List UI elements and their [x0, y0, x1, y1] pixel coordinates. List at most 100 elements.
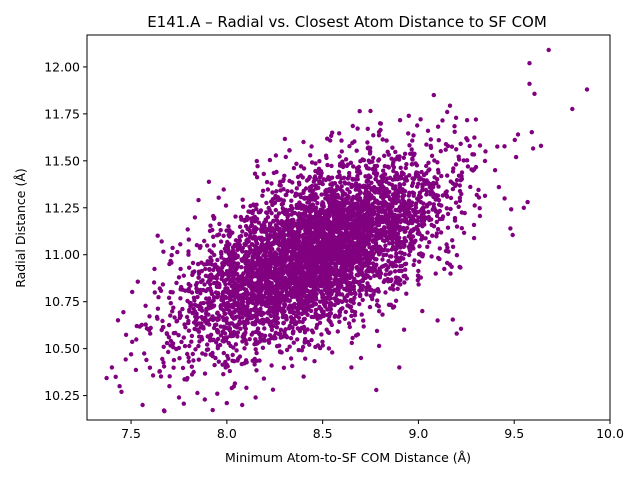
data-point	[390, 163, 395, 168]
data-point	[477, 206, 482, 211]
data-point	[230, 278, 236, 283]
data-point	[259, 278, 264, 283]
data-point	[221, 372, 226, 377]
data-point	[445, 143, 451, 149]
data-point	[392, 245, 398, 250]
data-point	[242, 217, 247, 222]
data-point	[416, 251, 422, 257]
data-point	[357, 261, 362, 266]
data-point	[401, 256, 406, 261]
data-point	[134, 337, 139, 342]
data-point	[162, 409, 167, 414]
data-point	[461, 158, 466, 163]
data-point	[401, 274, 406, 279]
data-point	[278, 280, 283, 285]
data-point	[353, 248, 358, 254]
data-point	[291, 290, 296, 295]
data-point	[377, 182, 382, 187]
data-point	[364, 189, 369, 194]
data-point	[215, 295, 220, 300]
data-point	[362, 228, 367, 233]
data-point	[255, 164, 260, 169]
data-point	[370, 186, 375, 191]
data-point	[208, 255, 213, 260]
data-point	[215, 265, 220, 270]
data-point	[364, 262, 369, 268]
data-point	[299, 263, 304, 268]
data-point	[176, 345, 182, 351]
data-point	[436, 138, 441, 143]
data-point	[283, 327, 288, 332]
data-point	[407, 173, 412, 178]
data-point	[260, 241, 265, 247]
data-point	[377, 217, 382, 222]
data-point	[336, 314, 341, 319]
data-point	[342, 180, 347, 185]
data-point	[358, 190, 363, 195]
data-point	[230, 352, 235, 358]
data-point	[311, 266, 316, 272]
data-point	[443, 248, 449, 254]
data-point	[299, 348, 305, 353]
data-point	[261, 299, 266, 304]
data-point	[217, 221, 222, 227]
data-point	[393, 207, 398, 213]
data-point	[187, 307, 192, 313]
data-point	[416, 282, 421, 287]
data-point	[471, 222, 477, 228]
data-point	[316, 255, 321, 260]
data-point	[284, 223, 289, 228]
data-point	[425, 230, 430, 235]
data-point	[360, 297, 365, 303]
data-point	[189, 364, 194, 369]
data-point	[390, 305, 396, 310]
data-point	[256, 294, 262, 300]
data-point	[181, 401, 186, 406]
data-point	[448, 206, 453, 212]
data-point	[211, 234, 216, 239]
data-point	[358, 204, 364, 209]
data-point	[248, 223, 254, 229]
data-point	[187, 300, 192, 305]
data-point	[273, 259, 278, 264]
data-point	[189, 372, 195, 377]
data-point	[222, 303, 227, 308]
data-point	[289, 224, 294, 229]
data-point	[502, 144, 507, 149]
data-point	[232, 331, 238, 336]
data-point	[241, 204, 246, 209]
data-point	[421, 172, 427, 178]
data-point	[445, 225, 451, 230]
data-point	[279, 269, 284, 274]
data-point	[299, 294, 304, 299]
data-point	[357, 301, 362, 307]
data-point	[264, 242, 269, 247]
data-point	[262, 338, 267, 343]
data-point	[330, 208, 335, 213]
data-point	[439, 173, 444, 179]
data-point	[293, 233, 298, 238]
data-point	[340, 231, 345, 237]
data-point	[355, 193, 360, 198]
data-point	[189, 333, 195, 339]
data-point	[221, 187, 226, 192]
data-point	[133, 367, 139, 373]
data-point	[278, 335, 283, 340]
data-point	[330, 182, 335, 188]
data-point	[349, 239, 354, 244]
data-point	[164, 331, 170, 337]
data-point	[407, 190, 412, 195]
data-point	[529, 130, 534, 135]
data-point	[471, 235, 477, 241]
data-point	[416, 198, 421, 203]
data-point	[370, 296, 375, 302]
data-point	[348, 304, 354, 309]
data-point	[532, 91, 537, 97]
data-point	[225, 321, 230, 326]
data-point	[307, 277, 312, 283]
data-point	[323, 274, 328, 280]
data-point	[269, 282, 274, 287]
data-point	[282, 136, 288, 142]
data-point	[232, 265, 237, 271]
data-point	[184, 314, 190, 320]
